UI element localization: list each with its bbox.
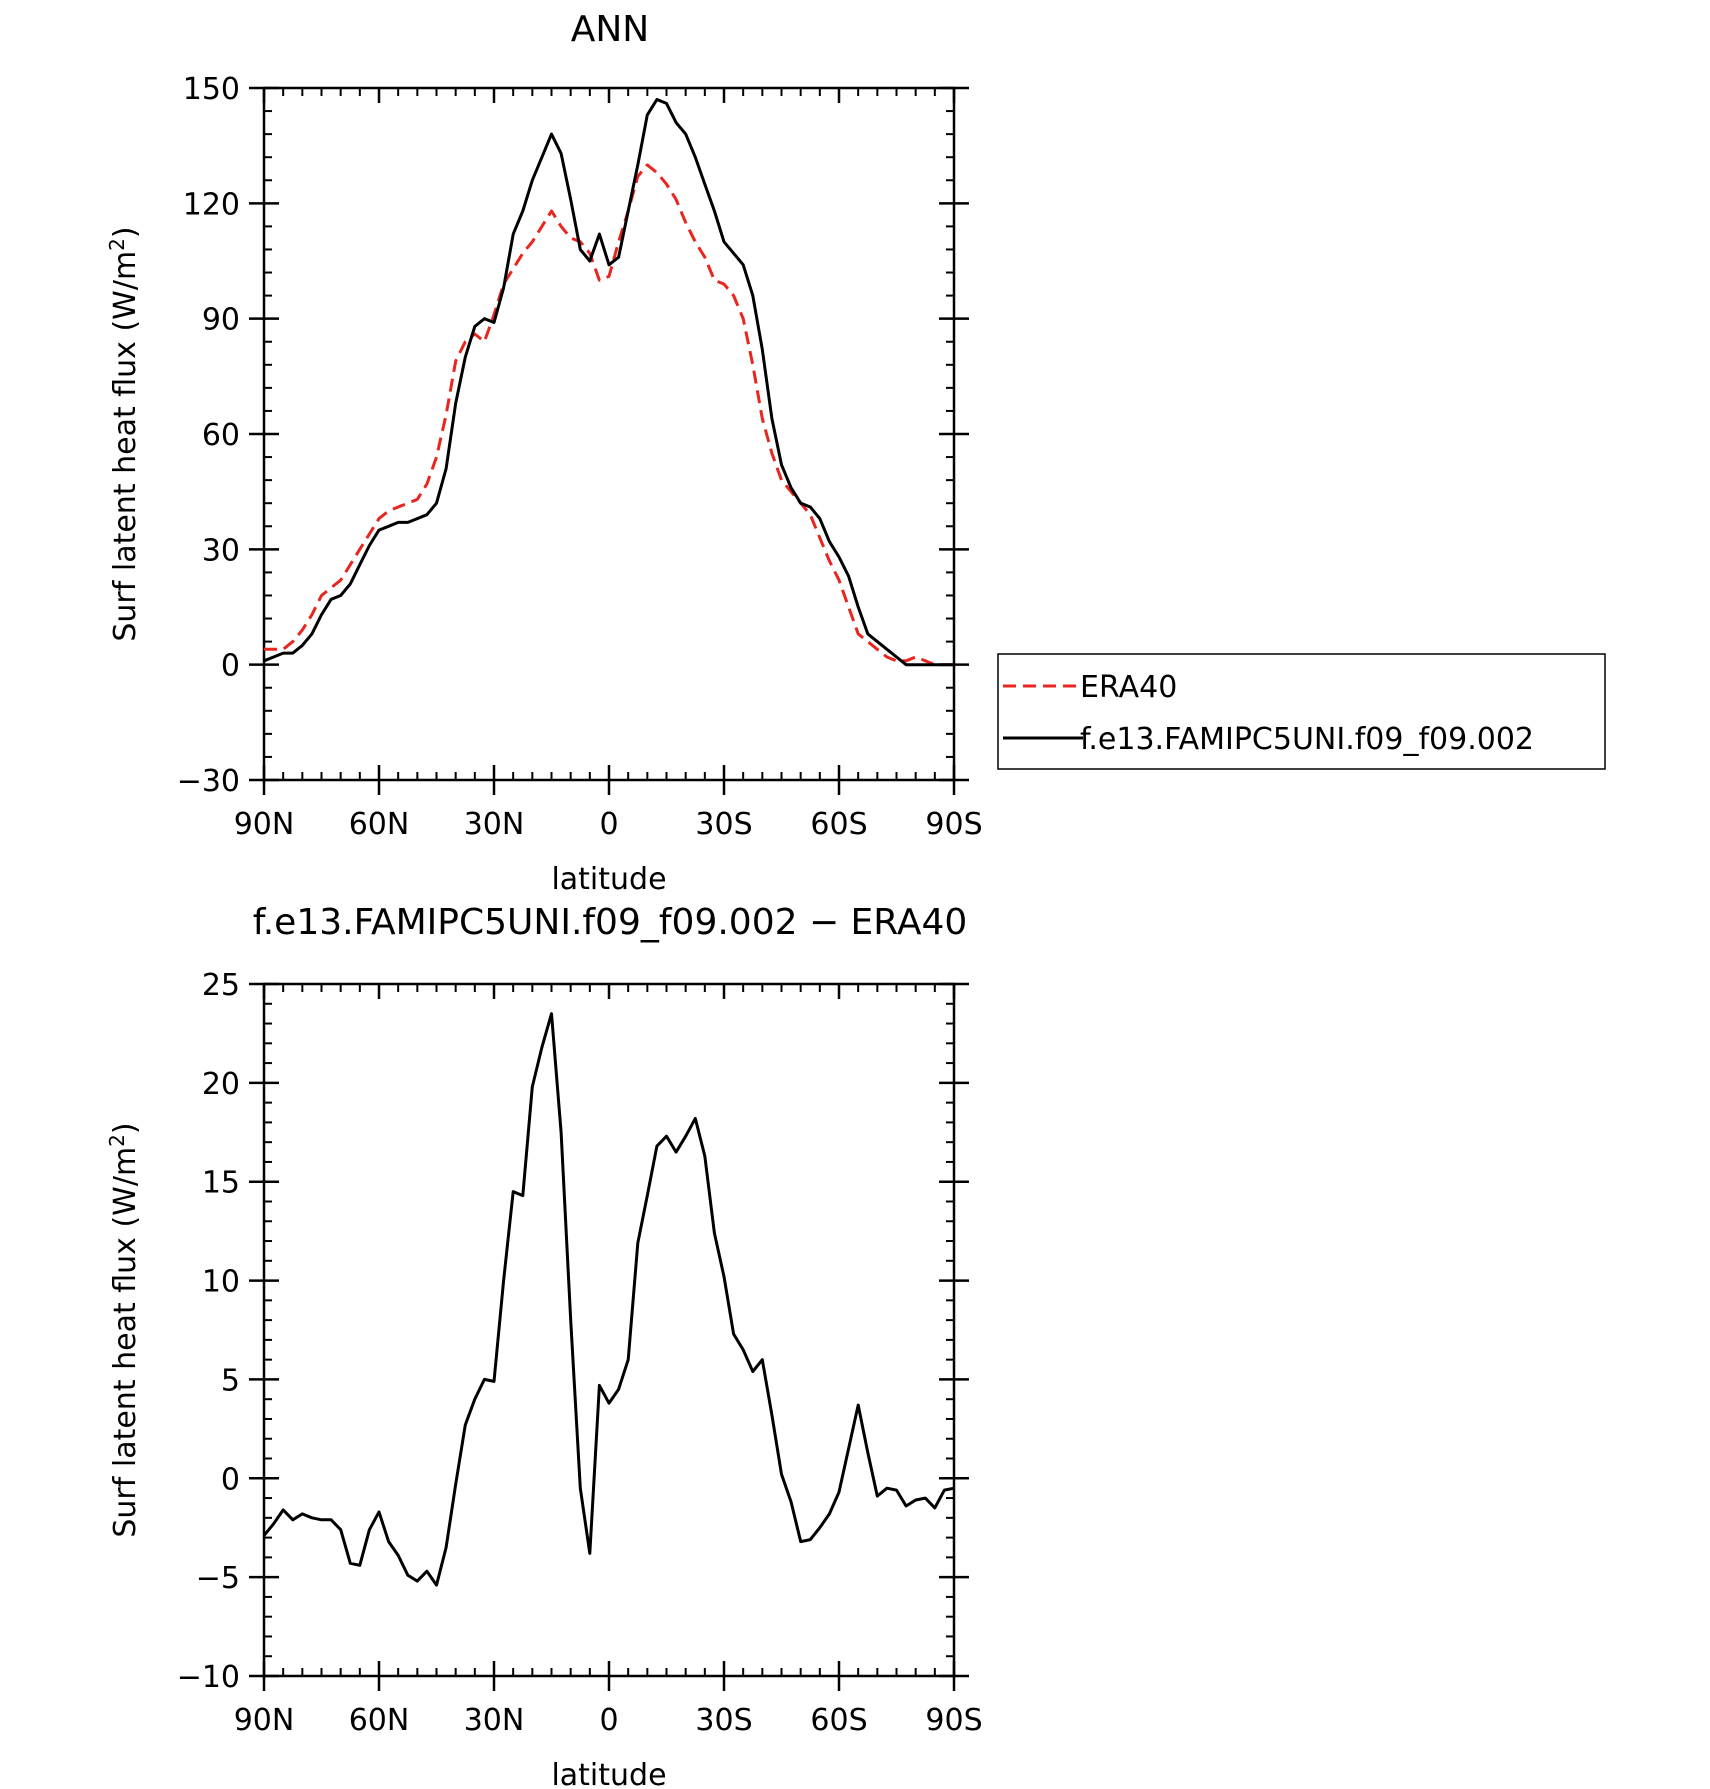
legend-label-era40: ERA40 bbox=[1080, 670, 1177, 705]
bottom-x-tick-label: 30S bbox=[695, 1703, 752, 1738]
top-series-line-f-e13-famipc5uni-f09-f09-002 bbox=[263, 98, 954, 667]
bottom-x-tick-label: 60N bbox=[349, 1703, 410, 1738]
top-y-tick-label: 120 bbox=[183, 187, 240, 222]
bottom-y-tick-label: 15 bbox=[202, 1166, 240, 1201]
top-x-tick-label: 60N bbox=[349, 807, 410, 842]
bottom-plot-frame bbox=[262, 982, 956, 1678]
top-x-tick-label: 30S bbox=[695, 807, 752, 842]
bottom-x-axis-label: latitude bbox=[551, 1758, 666, 1789]
top-panel: ANN 90N 60N 30N 0 30S 60S 90S−300306090120150 … bbox=[105, 9, 983, 897]
top-x-axis-label: latitude bbox=[551, 862, 666, 897]
bottom-y-tick-label: 10 bbox=[202, 1265, 240, 1300]
top-y-tick-label: 60 bbox=[202, 418, 240, 453]
legend: ERA40 f.e13.FAMIPC5UNI.f09_f09.002 bbox=[997, 653, 1606, 770]
bottom-x-tick-label: 90S bbox=[925, 1703, 982, 1738]
top-y-tick-label: −30 bbox=[177, 764, 240, 799]
legend-label-model: f.e13.FAMIPC5UNI.f09_f09.002 bbox=[1080, 722, 1534, 757]
bottom-x-tick-label: 0 bbox=[599, 1703, 618, 1738]
bottom-y-tick-label: 0 bbox=[221, 1462, 240, 1497]
legend-box bbox=[997, 653, 1606, 770]
bottom-x-tick-label: 30N bbox=[464, 1703, 525, 1738]
top-axis-ticks: 90N 60N 30N 0 30S 60S 90S −30 0 30 60 90 120 150 bbox=[177, 72, 983, 842]
top-series-lines bbox=[263, 98, 954, 667]
bottom-series-line-difference bbox=[262, 1012, 955, 1587]
top-x-tick-label: 60S bbox=[810, 807, 867, 842]
top-y-tick-label: 30 bbox=[202, 533, 240, 568]
top-x-tick-label: 0 bbox=[599, 807, 618, 842]
top-y-tick-label: 0 bbox=[221, 649, 240, 684]
top-x-tick-label: 30N bbox=[464, 807, 525, 842]
top-x-tick-label: 90S bbox=[925, 807, 982, 842]
top-y-tick-label: 90 bbox=[202, 303, 240, 338]
bottom-y-tick-label: 5 bbox=[221, 1363, 240, 1398]
bottom-y-tick-label: 20 bbox=[202, 1067, 240, 1102]
bottom-series-lines bbox=[262, 1012, 955, 1587]
bottom-axis-ticks: 90N 60N 30N 0 30S 60S 90S −10 −5 0 5 10 15 20 25 bbox=[177, 968, 983, 1738]
top-chart-title: ANN bbox=[571, 9, 650, 50]
bottom-y-tick-label: −5 bbox=[196, 1561, 240, 1596]
bottom-y-tick-label: −10 bbox=[177, 1660, 240, 1695]
top-series-line-era40 bbox=[264, 163, 954, 667]
top-plot-frame bbox=[262, 86, 956, 782]
top-y-axis-label: Surf latent heat flux (W/m2) bbox=[105, 226, 143, 641]
top-y-tick-label: 150 bbox=[183, 72, 240, 107]
bottom-x-tick-label: 90N bbox=[234, 1703, 295, 1738]
bottom-y-axis-label: Surf latent heat flux (W/m2) bbox=[105, 1122, 143, 1537]
bottom-panel: f.e13.FAMIPC5UNI.f09_f09.002 − ERA40 90N… bbox=[105, 902, 983, 1789]
top-x-tick-label: 90N bbox=[234, 807, 295, 842]
bottom-chart-title: f.e13.FAMIPC5UNI.f09_f09.002 − ERA40 bbox=[253, 902, 968, 943]
bottom-x-tick-label: 60S bbox=[810, 1703, 867, 1738]
bottom-y-tick-label: 25 bbox=[202, 968, 240, 1003]
